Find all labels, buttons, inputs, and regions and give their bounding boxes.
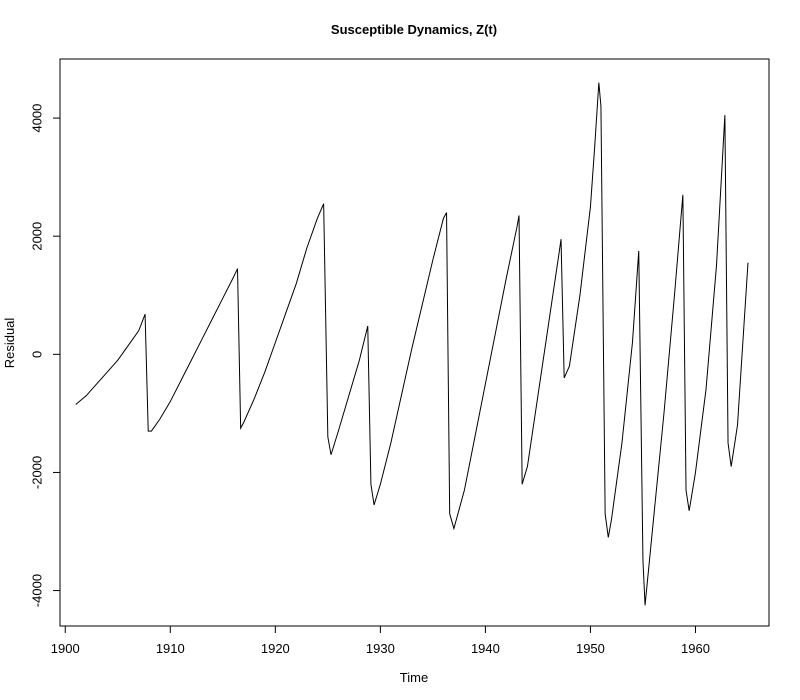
x-tick-label: 1950 (576, 641, 605, 656)
y-tick-label: 2000 (29, 222, 44, 251)
x-tick-label: 1940 (471, 641, 500, 656)
x-tick-label: 1960 (681, 641, 710, 656)
series-line (75, 82, 749, 606)
y-tick-label: -2000 (29, 456, 44, 489)
y-axis: -4000 -2000 0 2000 4000 (29, 104, 61, 607)
y-tick-label: 0 (29, 351, 44, 358)
x-tick-label: 1900 (51, 641, 80, 656)
chart-title: Susceptible Dynamics, Z(t) (331, 22, 497, 37)
y-tick-label: 4000 (29, 104, 44, 133)
x-tick-label: 1920 (261, 641, 290, 656)
x-tick-label: 1910 (156, 641, 185, 656)
x-axis-label: Time (400, 670, 428, 685)
x-axis: 1900 1910 1920 1930 1940 1950 1960 (51, 625, 710, 656)
y-axis-label: Residual (2, 318, 17, 369)
y-tick-label: -4000 (29, 574, 44, 607)
x-tick-label: 1930 (366, 641, 395, 656)
plot-frame (59, 58, 770, 627)
